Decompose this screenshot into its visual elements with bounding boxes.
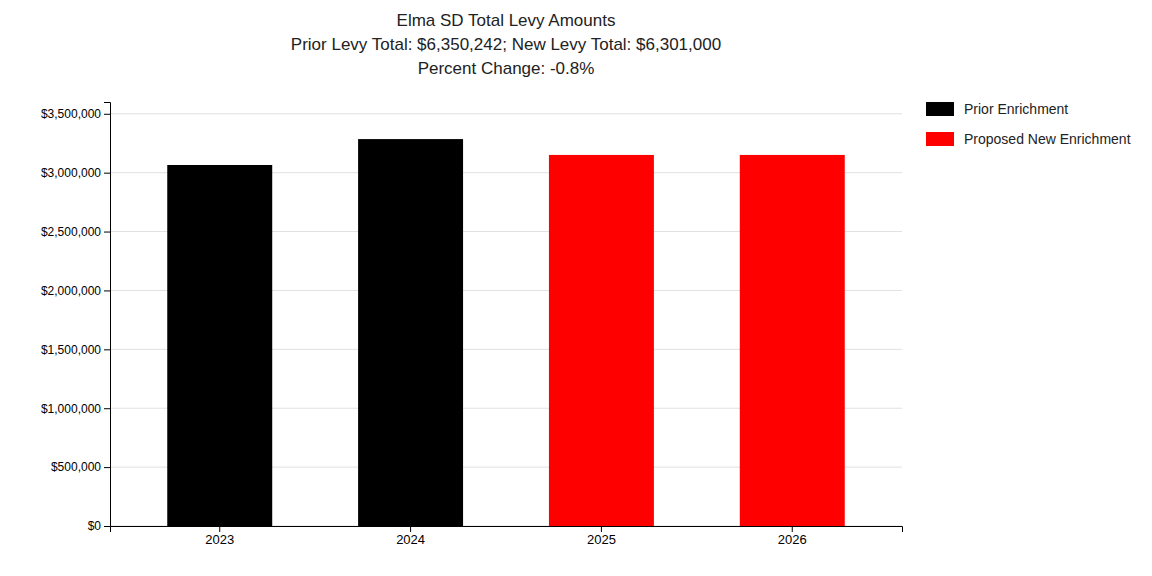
bar (167, 165, 272, 526)
title: Elma SD Total Levy Amounts Prior Levy Tot… (291, 11, 721, 78)
x-tick-mark (410, 526, 411, 532)
grid-line (110, 113, 902, 114)
y-tick: $3,500,000 (41, 107, 110, 121)
x-tick-mark (219, 526, 220, 532)
legend-label: Proposed New Enrichment (964, 131, 1131, 147)
y-tick-label: $1,500,000 (41, 343, 101, 357)
grid (110, 114, 902, 526)
y-tick-label: $0 (88, 519, 102, 533)
x-tick: 2026 (778, 526, 807, 547)
y-tick: $1,000,000 (41, 402, 110, 416)
y-tick: $1,500,000 (41, 343, 110, 357)
x-axis: 2023 2024 2025 2026 (111, 526, 903, 547)
y-tick-mark (104, 349, 110, 350)
y-tick-label: $3,500,000 (41, 107, 101, 121)
y-tick: $2,000,000 (41, 284, 110, 298)
x-axis-line (111, 527, 903, 533)
y-axis: $0 $500,000 $1,000,000 $1,500,000 $2,000,000… (41, 103, 111, 534)
bar (549, 155, 654, 526)
x-tick-mark (601, 526, 602, 532)
y-tick-mark (104, 290, 110, 291)
legend-swatch (926, 132, 954, 146)
y-tick-mark (104, 526, 110, 527)
title-line: Elma SD Total Levy Amounts (397, 11, 616, 30)
title-line: Prior Levy Total: $6,350,242; New Levy T… (291, 35, 721, 54)
title-line: Percent Change: -0.8% (418, 59, 595, 78)
y-tick-label: $500,000 (51, 460, 101, 474)
x-tick: 2023 (205, 526, 234, 547)
legend-item: Prior Enrichment (926, 101, 1068, 117)
chart: Elma SD Total Levy Amounts Prior Levy Tot… (0, 0, 1152, 576)
bars (167, 139, 844, 526)
bar (358, 139, 463, 526)
y-tick: $0 (88, 519, 110, 533)
y-tick-mark (104, 232, 110, 233)
y-tick-label: $1,000,000 (41, 402, 101, 416)
plot: 2023 2024 2025 2026 $0 $500,000 $1,000,000 $1,5… (41, 103, 903, 548)
y-tick-mark (104, 114, 110, 115)
y-tick-mark (104, 173, 110, 174)
y-tick-mark (104, 467, 110, 468)
y-tick-label: $2,500,000 (41, 225, 101, 239)
legend: Prior Enrichment Proposed New Enrichment (926, 101, 1131, 147)
x-tick: 2024 (396, 526, 425, 547)
x-tick: 2025 (587, 526, 616, 547)
legend-item: Proposed New Enrichment (926, 131, 1131, 147)
y-tick: $2,500,000 (41, 225, 110, 239)
legend-label: Prior Enrichment (964, 101, 1068, 117)
legend-swatch (926, 102, 954, 116)
x-tick-label: 2026 (778, 532, 807, 547)
x-tick-label: 2025 (587, 532, 616, 547)
y-axis-line (104, 103, 111, 527)
bar (740, 155, 845, 526)
y-tick: $500,000 (51, 460, 110, 474)
y-tick-label: $3,000,000 (41, 166, 101, 180)
y-tick-mark (104, 408, 110, 409)
x-tick-label: 2023 (205, 532, 234, 547)
x-tick-label: 2024 (396, 532, 425, 547)
y-tick-label: $2,000,000 (41, 284, 101, 298)
y-tick: $3,000,000 (41, 166, 110, 180)
x-tick-mark (792, 526, 793, 532)
